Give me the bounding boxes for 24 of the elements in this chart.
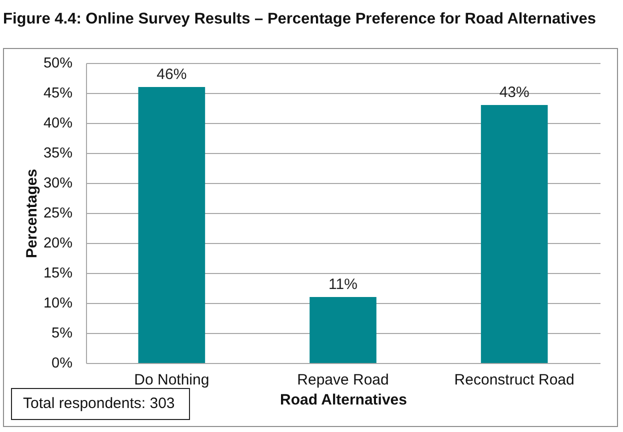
x-axis-title: Road Alternatives: [280, 392, 407, 408]
y-tick-label: 40%: [43, 116, 73, 132]
y-tick-label: 10%: [43, 296, 73, 312]
y-tick-label: 5%: [52, 326, 73, 342]
y-tick-label: 30%: [43, 176, 73, 192]
data-label: 43%: [499, 84, 530, 101]
data-label: 46%: [156, 66, 187, 83]
x-tick-label: Repave Road: [297, 372, 389, 388]
bar: [310, 297, 376, 363]
y-tick-label: 35%: [43, 146, 73, 162]
y-tick-label: 0%: [52, 356, 73, 372]
bar: [138, 87, 206, 363]
text: Total respondents: 303: [11, 388, 190, 420]
chart-title: Figure 4.4: Online Survey Results – Percentage Preference for Road Alternatives: [3, 10, 596, 28]
y-tick-label: 50%: [43, 56, 73, 72]
y-tick-label: 45%: [43, 86, 73, 102]
y-tick-label: 15%: [43, 266, 73, 282]
bar: [480, 105, 548, 363]
y-tick-label: 25%: [43, 206, 73, 222]
y-axis-title: Percentages: [23, 168, 40, 258]
y-tick-label: 20%: [43, 236, 73, 252]
x-tick-label: Reconstruct Road: [454, 372, 574, 388]
data-label: 11%: [328, 276, 358, 293]
x-tick-label: Do Nothing: [134, 372, 210, 388]
